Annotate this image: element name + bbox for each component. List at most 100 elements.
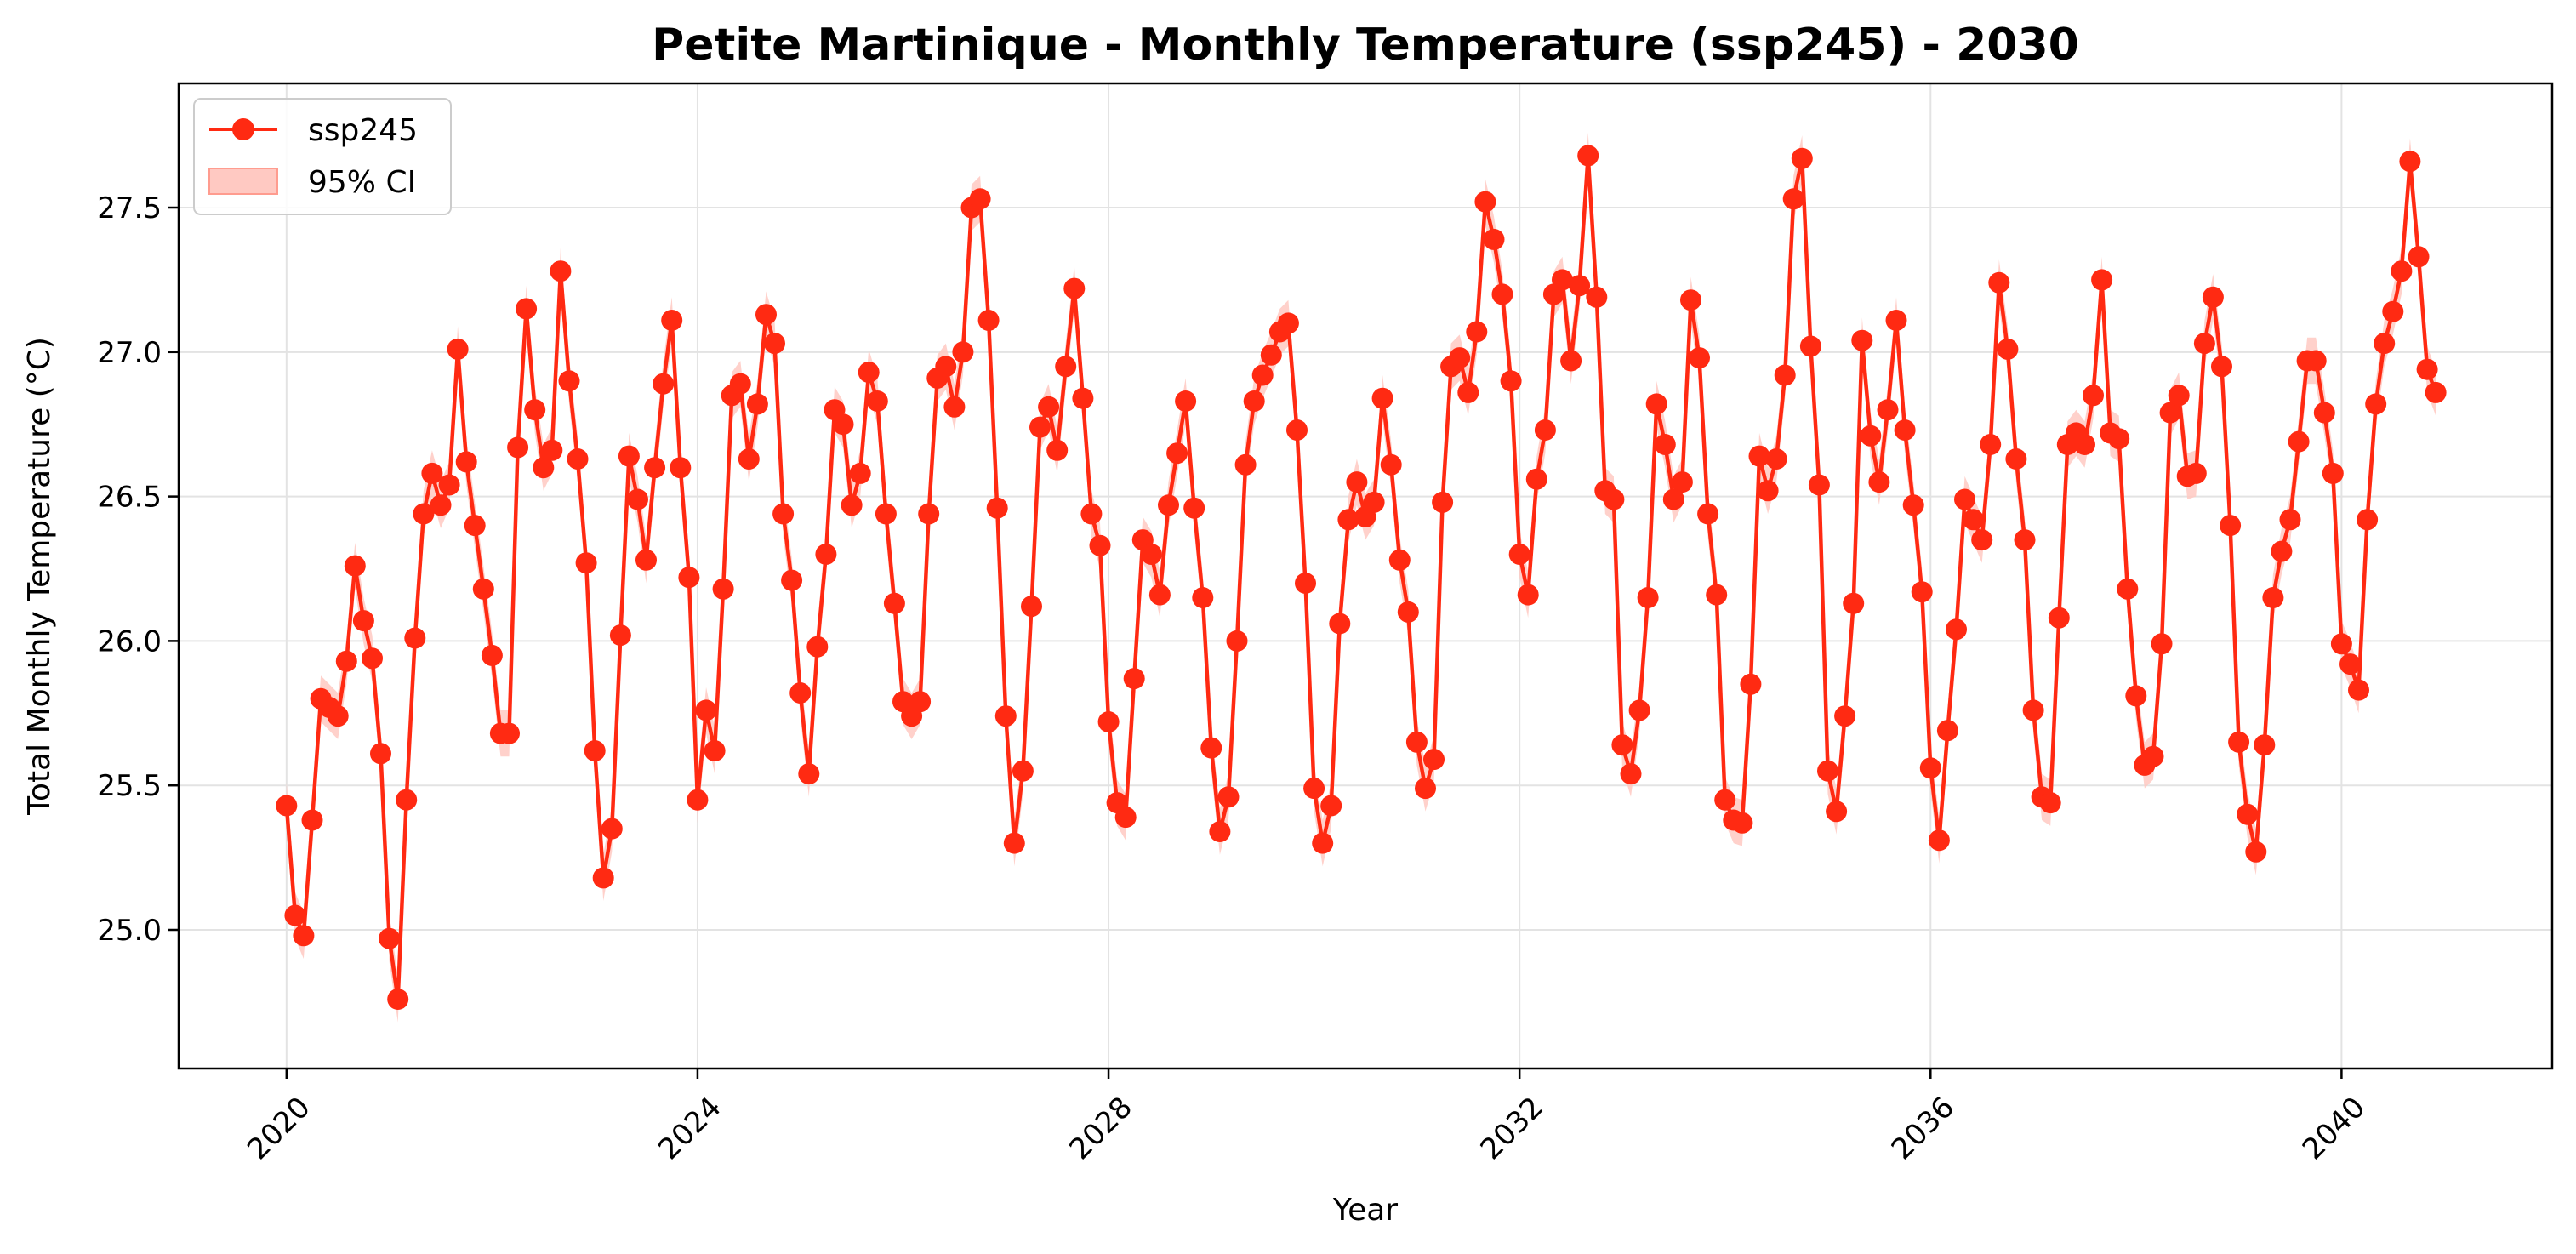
data-point xyxy=(746,393,768,415)
data-point xyxy=(438,474,460,496)
data-point xyxy=(2254,734,2276,756)
data-point xyxy=(464,515,486,537)
data-point xyxy=(943,396,966,418)
data-point xyxy=(1714,789,1736,811)
data-point xyxy=(1577,145,1599,167)
data-point xyxy=(2228,731,2250,753)
data-point xyxy=(2279,509,2301,531)
data-point xyxy=(1277,312,1299,334)
data-point xyxy=(1423,749,1445,771)
data-point xyxy=(1055,356,1077,378)
data-point xyxy=(1826,801,1848,823)
data-point xyxy=(1525,468,1547,490)
data-point xyxy=(2168,385,2190,407)
data-point xyxy=(695,699,717,721)
data-point xyxy=(832,413,854,436)
y-tick-label: 26.0 xyxy=(97,624,162,658)
data-point xyxy=(764,333,785,355)
data-point xyxy=(2005,448,2027,470)
data-point xyxy=(909,691,932,713)
data-point xyxy=(2074,434,2095,455)
data-point xyxy=(370,743,391,765)
data-point xyxy=(1380,453,1402,476)
data-point xyxy=(344,555,366,577)
data-point xyxy=(1851,329,1873,351)
data-point xyxy=(1123,668,1145,690)
data-point xyxy=(1397,601,1419,623)
y-axis-label: Total Monthly Temperature (°C) xyxy=(22,337,57,816)
data-point xyxy=(1217,786,1240,808)
data-point xyxy=(2151,633,2173,655)
data-point xyxy=(533,457,555,479)
data-point xyxy=(2391,260,2413,282)
data-point xyxy=(1603,488,1625,510)
data-point xyxy=(1963,509,1985,531)
data-point xyxy=(883,592,905,614)
data-point xyxy=(1097,711,1120,732)
data-point xyxy=(1312,832,1334,854)
data-point xyxy=(2348,679,2369,701)
data-point xyxy=(1791,147,1813,169)
data-point xyxy=(618,445,640,467)
data-point xyxy=(1192,587,1214,608)
data-point xyxy=(1757,480,1779,502)
data-point xyxy=(1534,419,1556,441)
data-point xyxy=(1114,807,1137,829)
data-point xyxy=(2091,269,2113,291)
data-point xyxy=(609,624,631,647)
data-point xyxy=(1286,419,1308,441)
data-point xyxy=(507,436,529,459)
data-point xyxy=(2125,685,2147,707)
data-point xyxy=(653,373,675,395)
data-point xyxy=(1654,434,1676,455)
data-point xyxy=(1569,275,1591,297)
data-point xyxy=(276,795,298,817)
data-point xyxy=(2416,358,2438,380)
data-point xyxy=(935,356,957,378)
data-point xyxy=(994,705,1017,727)
data-point xyxy=(1782,188,1804,210)
data-point xyxy=(404,627,426,649)
data-point xyxy=(1586,286,1608,308)
data-point xyxy=(592,867,614,889)
data-point xyxy=(1072,387,1094,409)
data-point xyxy=(2245,841,2267,863)
data-point xyxy=(1868,471,1890,493)
data-point xyxy=(1209,821,1231,842)
data-point xyxy=(430,494,452,516)
data-point xyxy=(1971,529,1993,551)
data-point xyxy=(2313,402,2335,424)
data-point xyxy=(1371,387,1393,409)
data-point xyxy=(1954,488,1975,510)
data-point xyxy=(1946,618,1967,641)
data-point xyxy=(1329,613,1351,635)
data-point xyxy=(2382,300,2404,322)
data-point xyxy=(1997,338,2019,360)
data-point xyxy=(1671,471,1693,493)
data-point xyxy=(2425,381,2447,403)
data-point xyxy=(969,188,991,210)
data-point xyxy=(815,544,837,565)
data-point xyxy=(2220,515,2242,537)
data-point xyxy=(918,503,940,525)
data-points-layer xyxy=(276,145,2447,1010)
data-point xyxy=(1320,795,1342,817)
data-point xyxy=(1243,390,1265,412)
data-point xyxy=(2271,540,2293,562)
data-point xyxy=(661,310,683,331)
data-point xyxy=(738,448,760,470)
data-point xyxy=(362,647,383,670)
data-point xyxy=(1980,434,2002,455)
data-point xyxy=(1928,829,1950,852)
data-point xyxy=(977,310,1000,331)
data-point xyxy=(1552,269,1573,291)
data-point xyxy=(2399,151,2421,173)
data-point xyxy=(2339,653,2361,675)
data-point xyxy=(524,399,546,421)
data-point xyxy=(584,740,606,761)
legend-label-ssp245: ssp245 xyxy=(308,113,418,148)
data-point xyxy=(1483,228,1505,250)
data-point xyxy=(789,682,812,704)
data-point xyxy=(670,457,692,479)
